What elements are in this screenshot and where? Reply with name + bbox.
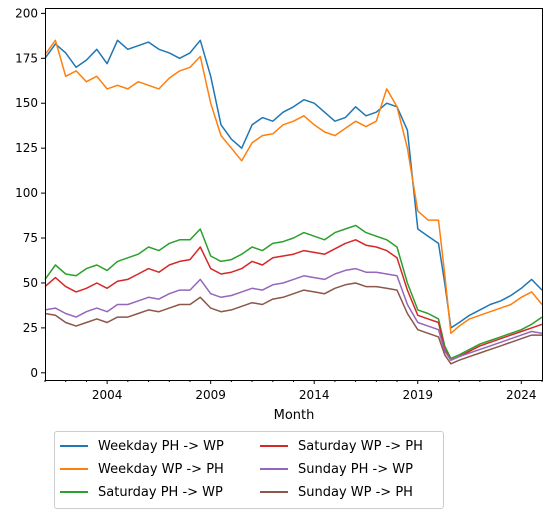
y-axis-ticks: 0 25 50 75 100 125 150 175 200 xyxy=(15,6,45,380)
y-tick-label-7: 175 xyxy=(15,51,38,65)
line-chart: 2004 2009 2014 2019 2024 0 25 50 75 100 125 150 175… xyxy=(15,6,543,420)
series-line-4 xyxy=(44,267,543,361)
legend-swatch-5 xyxy=(260,491,288,493)
legend-label-5: Sunday WP -> PH xyxy=(298,484,413,500)
x-tick-label-3: 2019 xyxy=(402,388,433,402)
legend-item-2: Saturday PH -> WP xyxy=(60,483,223,501)
y-tick-label-4: 100 xyxy=(15,186,38,200)
series-line-0 xyxy=(44,39,543,329)
legend-item-5: Sunday WP -> PH xyxy=(260,483,413,501)
y-tick-label-5: 125 xyxy=(15,141,38,155)
x-tick-label-1: 2009 xyxy=(195,388,226,402)
legend-label-3: Saturday WP -> PH xyxy=(298,438,423,454)
series-line-5 xyxy=(44,282,542,365)
y-tick-label-8: 200 xyxy=(15,6,38,20)
y-tick-label-6: 150 xyxy=(15,96,38,110)
x-tick-label-0: 2004 xyxy=(92,388,123,402)
series-line-1 xyxy=(44,39,543,335)
y-tick-label-2: 50 xyxy=(23,276,38,290)
legend: Weekday PH -> WP Weekday WP -> PH Saturday… xyxy=(54,431,444,509)
legend-label-2: Saturday PH -> WP xyxy=(98,484,223,500)
legend-item-0: Weekday PH -> WP xyxy=(60,437,224,455)
legend-item-1: Weekday WP -> PH xyxy=(60,460,224,478)
legend-label-4: Sunday PH -> WP xyxy=(298,461,413,477)
x-tick-label-2: 2014 xyxy=(299,388,330,402)
legend-label-0: Weekday PH -> WP xyxy=(98,438,224,454)
y-tick-label-1: 25 xyxy=(23,321,38,335)
legend-item-3: Saturday WP -> PH xyxy=(260,437,423,455)
plot-frame xyxy=(45,8,543,381)
legend-swatch-0 xyxy=(60,445,88,447)
series-line-3 xyxy=(44,239,543,361)
x-axis-ticks: 2004 2009 2014 2019 2024 xyxy=(44,380,543,402)
legend-item-4: Sunday PH -> WP xyxy=(260,460,413,478)
series-line-2 xyxy=(44,224,543,360)
y-tick-label-3: 75 xyxy=(23,231,38,245)
x-tick-label-4: 2024 xyxy=(506,388,537,402)
series-lines xyxy=(44,39,543,365)
legend-swatch-4 xyxy=(260,468,288,470)
legend-swatch-1 xyxy=(60,468,88,470)
legend-label-1: Weekday WP -> PH xyxy=(98,461,224,477)
legend-swatch-2 xyxy=(60,491,88,493)
x-axis-label: Month xyxy=(274,408,315,420)
y-tick-label-0: 0 xyxy=(30,366,38,380)
legend-swatch-3 xyxy=(260,445,288,447)
